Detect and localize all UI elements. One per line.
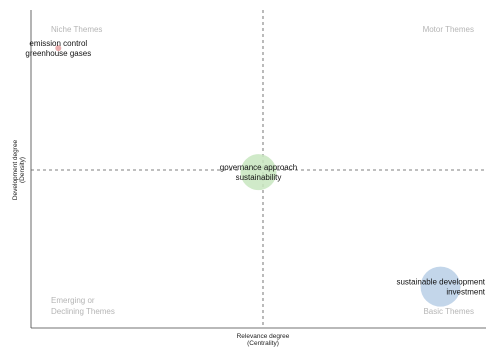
quadrant-niche-themes: Niche Themes: [51, 25, 102, 34]
theme-bubble-2: [420, 266, 461, 307]
quadrant-motor-themes: Motor Themes: [423, 25, 474, 34]
y-axis-label: Development degree(Density): [12, 139, 26, 200]
theme-labels: emission control greenhouse gases governan…: [25, 39, 485, 297]
theme-label-0: emission control greenhouse gases: [25, 39, 91, 58]
theme-bubble-0: [55, 45, 62, 52]
quadrant-basic-themes: Basic Themes: [423, 307, 474, 316]
x-axis-label: Relevance degree (Centrality): [237, 333, 290, 347]
quadrant-emerging-declining-themes: Emerging or Declining Themes: [51, 296, 115, 316]
theme-label-2: sustainable development investment: [396, 278, 485, 297]
quadrant-labels: Niche Themes Motor Themes Emerging or Decli…: [51, 25, 474, 316]
theme-bubbles: [55, 45, 461, 307]
axis-labels: Relevance degree (Centrality) Development …: [12, 139, 290, 347]
plot-frame: [30, 10, 486, 329]
theme-label-1: governance approach sustainability: [220, 163, 297, 182]
theme-bubble-1: [240, 154, 277, 191]
quadrant-dividers: [31, 10, 486, 328]
